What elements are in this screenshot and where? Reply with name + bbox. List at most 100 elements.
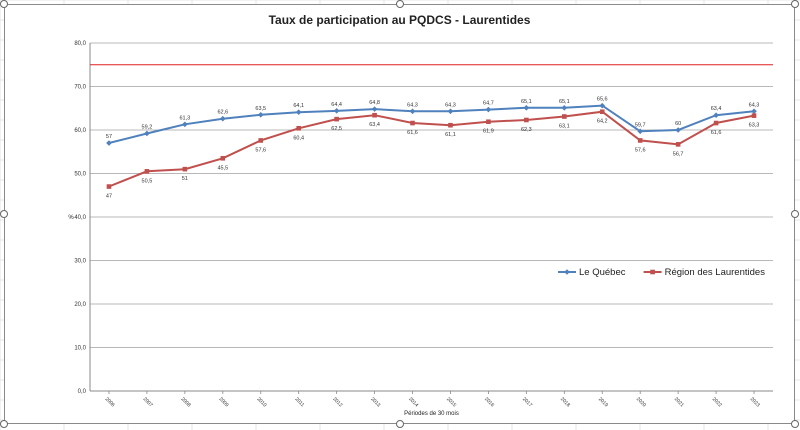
series-line-quebec [108,104,755,144]
data-point-laurentides [220,155,226,161]
x-axis-label: Périodes de 30 mois [404,411,459,417]
data-label-quebec: 65,1 [559,99,570,105]
data-point-laurentides [410,120,415,126]
legend-label-quebec: Le Québec [579,267,626,278]
data-label-quebec: 65,6 [597,97,608,103]
data-point-quebec [220,115,226,122]
data-point-quebec [447,108,454,115]
data-point-laurentides [182,166,188,172]
data-point-laurentides [486,119,491,125]
x-tick-label: 2006 [104,396,116,408]
y-tick-label: 70,0 [74,85,86,91]
data-point-quebec [561,105,568,111]
data-label-quebec: 61,3 [180,115,191,121]
data-label-laurentides: 50,5 [142,178,153,184]
data-label-quebec: 64,4 [331,102,342,108]
resize-handle-bottom-center[interactable] [396,420,404,428]
chart-title: Taux de participation au PQDCS - Laurent… [268,13,531,27]
data-point-quebec [713,112,719,119]
data-point-laurentides [713,120,719,126]
x-tick-label: 2023 [749,396,761,408]
y-tick-label: 10,0 [74,346,86,352]
data-label-laurentides: 57,6 [255,147,266,153]
data-label-quebec: 63,5 [255,106,266,112]
y-axis-label: % [68,215,74,221]
resize-handle-middle-left[interactable] [0,210,8,218]
data-point-quebec [106,140,112,146]
y-tick-label: 80,0 [74,41,86,47]
data-point-laurentides [675,142,681,147]
x-tick-label: 2013 [369,396,381,408]
data-label-quebec: 62,6 [217,110,228,116]
x-tick-label: 2010 [255,396,267,408]
x-tick-label: 2012 [331,396,343,408]
x-tick-label: 2016 [483,396,495,408]
data-point-laurentides [562,114,567,119]
data-label-laurentides: 62,3 [521,127,532,133]
data-label-laurentides: 63,4 [369,122,380,128]
data-point-quebec [257,111,264,118]
data-point-quebec [599,102,606,109]
resize-handle-top-right[interactable] [791,0,799,8]
x-tick-label: 2019 [597,396,609,408]
data-point-quebec [409,108,416,115]
y-tick-label: 0,0 [78,389,87,395]
chart-frame[interactable]: Taux de participation au PQDCS - Laurent… [4,4,795,424]
data-point-laurentides [296,125,301,131]
resize-handle-top-center[interactable] [396,0,404,8]
data-point-quebec [295,109,302,115]
data-label-laurentides: 61,1 [445,132,456,138]
data-label-laurentides: 56,7 [673,151,684,157]
data-label-laurentides: 63,1 [559,124,570,130]
data-point-laurentides [637,138,643,143]
data-point-quebec [675,127,681,133]
data-label-quebec: 59,2 [142,124,153,130]
data-point-laurentides [524,117,529,123]
x-tick-label: 2008 [180,396,192,408]
data-point-quebec [637,128,643,135]
data-point-quebec [485,106,492,113]
data-point-laurentides [751,113,757,118]
data-label-laurentides: 61,6 [407,130,418,136]
legend-marker-laurentides [650,269,655,275]
x-tick-label: 2009 [217,396,229,408]
data-point-laurentides [448,122,453,128]
data-label-laurentides: 61,6 [711,130,722,136]
y-tick-label: 60,0 [74,128,86,134]
data-point-quebec [523,105,530,111]
y-tick-label: 30,0 [74,259,86,265]
data-label-quebec: 64,3 [445,102,456,108]
legend-label-laurentides: Région des Laurentides [665,267,766,278]
x-tick-label: 2022 [711,396,723,408]
x-tick-label: 2015 [445,396,457,408]
data-label-quebec: 64,1 [293,103,304,109]
resize-handle-top-left[interactable] [0,0,8,8]
data-point-quebec [144,130,150,137]
data-label-quebec: 65,1 [521,99,532,105]
data-label-quebec: 64,3 [407,102,418,108]
resize-handle-bottom-left[interactable] [0,420,8,428]
data-point-laurentides [144,169,150,174]
data-label-quebec: 64,7 [483,101,494,107]
data-point-quebec [751,108,757,115]
data-label-laurentides: 57,6 [635,147,646,153]
y-tick-label: 20,0 [74,302,86,308]
data-label-laurentides: 60,4 [293,135,304,141]
data-label-laurentides: 63,3 [749,123,760,129]
data-label-quebec: 64,8 [369,100,380,106]
x-tick-label: 2014 [407,396,419,408]
data-point-laurentides [106,184,112,189]
series-line-laurentides [108,110,755,188]
data-label-quebec: 59,7 [635,122,646,128]
resize-handle-bottom-right[interactable] [791,420,799,428]
x-tick-label: 2021 [673,396,685,408]
data-label-laurentides: 45,5 [217,165,228,171]
y-tick-label: 40,0 [74,215,86,221]
x-tick-label: 2011 [293,396,305,408]
plot-area: 0,0 10,0 20,0 30,0 40,0 50,0 60,0 70,0 80,0 2006 2… [68,41,773,417]
x-tick-label: 2020 [635,396,647,408]
resize-handle-middle-right[interactable] [791,210,799,218]
data-label-laurentides: 64,2 [597,119,608,125]
y-tick-label: 50,0 [74,172,86,178]
data-label-quebec: 60 [675,121,681,127]
